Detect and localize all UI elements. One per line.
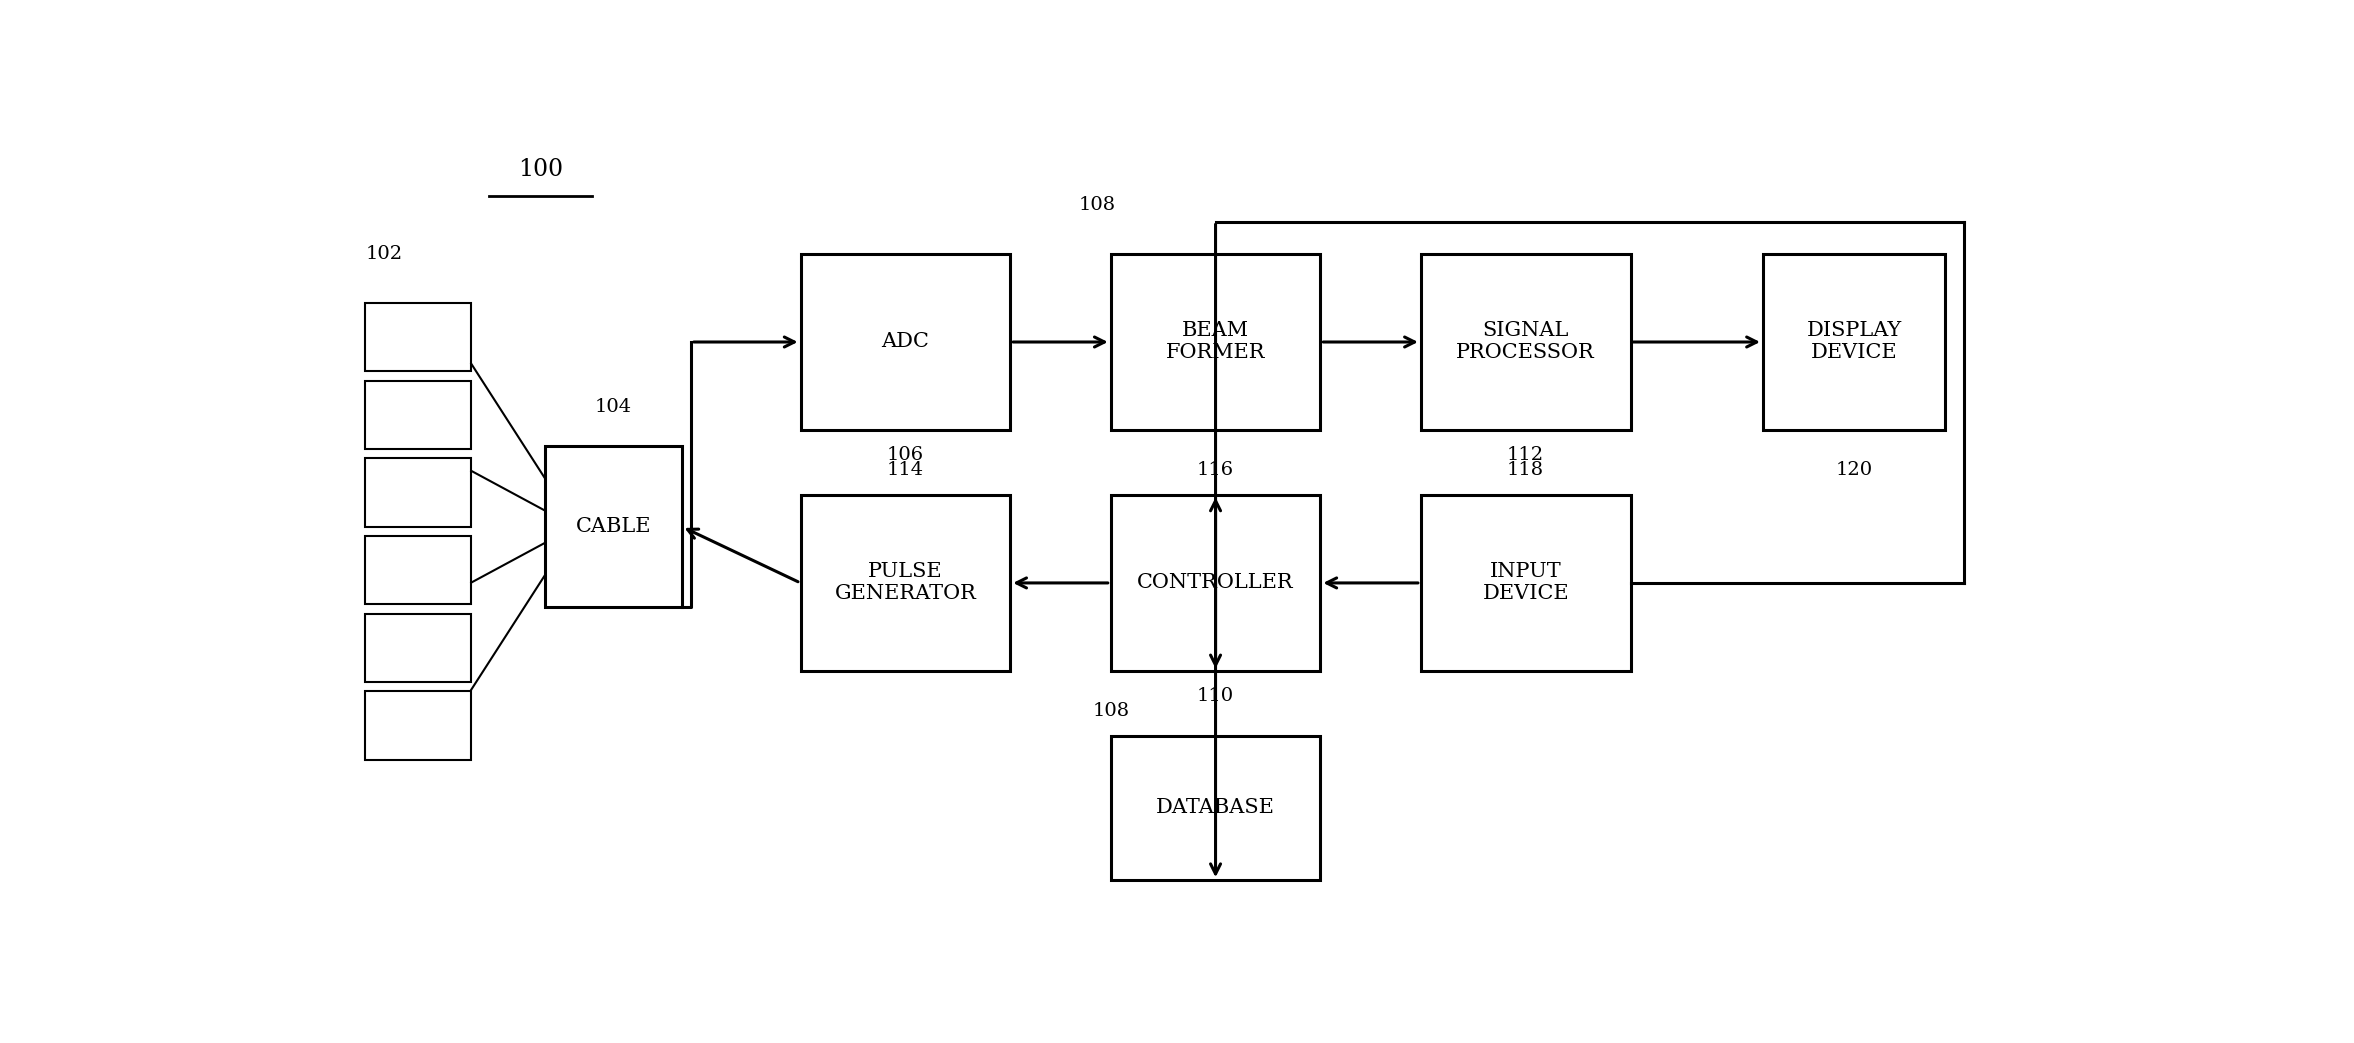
Text: 106: 106 — [887, 446, 925, 464]
Bar — [365, 536, 471, 604]
Text: 100: 100 — [518, 159, 563, 181]
Bar — [1763, 253, 1944, 431]
Bar — [800, 253, 1010, 431]
Bar — [546, 446, 683, 607]
Bar — [1111, 494, 1321, 672]
Bar — [1422, 494, 1631, 672]
Text: 120: 120 — [1836, 461, 1874, 479]
Text: DISPLAY
DEVICE: DISPLAY DEVICE — [1806, 321, 1902, 363]
Bar — [1111, 735, 1321, 880]
Bar — [365, 458, 471, 527]
Text: SIGNAL
PROCESSOR: SIGNAL PROCESSOR — [1457, 321, 1596, 363]
Text: 116: 116 — [1196, 461, 1233, 479]
Text: 114: 114 — [887, 461, 925, 479]
Text: 118: 118 — [1507, 461, 1544, 479]
Bar — [1422, 253, 1631, 431]
Text: DATABASE: DATABASE — [1156, 798, 1276, 818]
Bar — [365, 381, 471, 450]
Text: CABLE: CABLE — [577, 517, 652, 536]
Text: 102: 102 — [365, 245, 403, 263]
Bar — [365, 692, 471, 759]
Bar — [1111, 253, 1321, 431]
Text: 112: 112 — [1507, 446, 1544, 464]
Text: INPUT
DEVICE: INPUT DEVICE — [1483, 562, 1570, 604]
Text: PULSE
GENERATOR: PULSE GENERATOR — [833, 562, 977, 604]
Text: CONTROLLER: CONTROLLER — [1137, 574, 1295, 592]
Text: 108: 108 — [1092, 702, 1130, 720]
Text: 108: 108 — [1078, 195, 1116, 214]
Text: BEAM
FORMER: BEAM FORMER — [1165, 321, 1266, 363]
Bar — [800, 494, 1010, 672]
Text: ADC: ADC — [880, 333, 930, 351]
Text: 104: 104 — [596, 397, 633, 416]
Bar — [365, 304, 471, 371]
Text: 110: 110 — [1196, 687, 1233, 705]
Bar — [365, 613, 471, 682]
